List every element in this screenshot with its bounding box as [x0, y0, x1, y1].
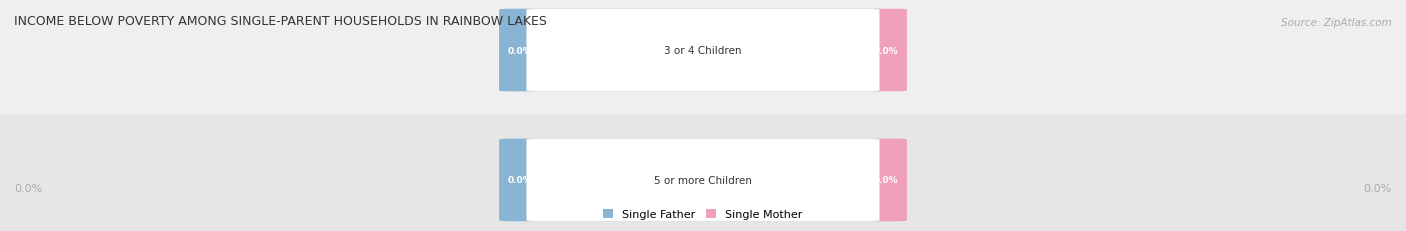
Text: 0.0%: 0.0%: [508, 176, 533, 185]
Text: 0.0%: 0.0%: [873, 176, 898, 185]
FancyBboxPatch shape: [0, 0, 1406, 116]
Text: 0.0%: 0.0%: [14, 183, 42, 193]
Text: 0.0%: 0.0%: [1364, 183, 1392, 193]
Text: INCOME BELOW POVERTY AMONG SINGLE-PARENT HOUSEHOLDS IN RAINBOW LAKES: INCOME BELOW POVERTY AMONG SINGLE-PARENT…: [14, 15, 547, 27]
Text: 0.0%: 0.0%: [873, 46, 898, 55]
FancyBboxPatch shape: [527, 139, 879, 221]
FancyBboxPatch shape: [0, 115, 1406, 231]
Text: 5 or more Children: 5 or more Children: [654, 175, 752, 185]
Text: 0.0%: 0.0%: [508, 46, 533, 55]
FancyBboxPatch shape: [499, 10, 541, 92]
Text: Source: ZipAtlas.com: Source: ZipAtlas.com: [1281, 18, 1392, 27]
Legend: Single Father, Single Mother: Single Father, Single Mother: [599, 205, 807, 224]
FancyBboxPatch shape: [527, 10, 879, 92]
Text: 3 or 4 Children: 3 or 4 Children: [664, 46, 742, 56]
FancyBboxPatch shape: [865, 139, 907, 221]
FancyBboxPatch shape: [499, 139, 541, 221]
FancyBboxPatch shape: [865, 10, 907, 92]
